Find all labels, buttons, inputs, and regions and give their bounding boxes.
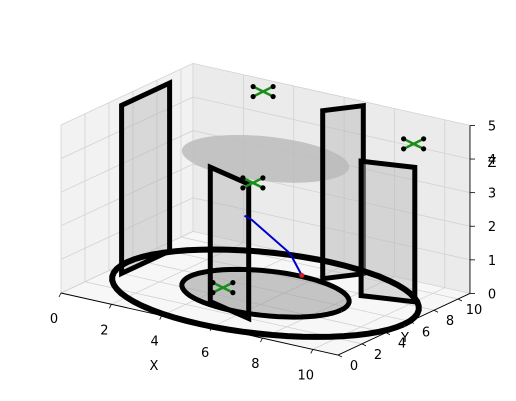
- drone-rotor: [401, 136, 407, 142]
- drone-4: [210, 280, 236, 296]
- x-tick-mark: [159, 315, 163, 320]
- drone-rotor: [210, 280, 216, 286]
- outer-ring: [109, 246, 422, 340]
- drone-rotor: [240, 185, 246, 191]
- y-tick-label: 2: [374, 348, 382, 363]
- y-tick-label: 6: [422, 325, 430, 340]
- y-tick-label: 0: [350, 359, 358, 374]
- wall-1: [119, 79, 173, 278]
- y-tick-mark: [457, 298, 463, 302]
- axis-lines: [60, 125, 471, 356]
- grid-line-z: [60, 197, 471, 261]
- x-tick-label: 4: [151, 335, 159, 350]
- y-tick-mark: [361, 343, 367, 347]
- drone-arm: [242, 176, 264, 189]
- y-tick-mark: [337, 354, 343, 358]
- drone-1: [250, 83, 276, 100]
- z-tick-label: 2: [488, 220, 496, 235]
- grid-line-z: [60, 130, 471, 193]
- flight-path: [244, 214, 303, 276]
- drone-rotor: [270, 83, 276, 90]
- x-tick-mark: [310, 349, 314, 354]
- z-tick-label: 5: [488, 119, 496, 134]
- pane-back-left: [61, 63, 193, 294]
- drone-rotor: [421, 146, 427, 152]
- drone-2: [401, 136, 427, 152]
- x-tick-label: 0: [50, 312, 58, 327]
- grid-line-z: [60, 62, 471, 126]
- x-tick-mark: [260, 337, 263, 343]
- drone-rotor: [421, 136, 427, 142]
- scene-objects: [109, 79, 427, 340]
- y-tick-mark: [409, 321, 415, 324]
- drone-rotor: [260, 185, 266, 191]
- grid-line-z: [60, 96, 471, 160]
- drone-rotor: [260, 175, 266, 181]
- z-tick-label: 0: [488, 287, 496, 302]
- x-tick-mark: [209, 326, 213, 332]
- x-tick-label: 10: [298, 368, 315, 383]
- y-tick-label: 4: [398, 337, 406, 352]
- x-tick-label: 2: [100, 323, 108, 338]
- x-tick-mark: [109, 304, 112, 309]
- drone-rotor: [230, 290, 236, 296]
- grid-line-z: [60, 163, 471, 227]
- drone-rotor: [401, 146, 407, 152]
- tick-labels: 0 2 4 6 8 10 0 2 4 6 8 10 0 1 2 3 4 5: [50, 119, 496, 383]
- z-tick-label: 3: [488, 187, 496, 202]
- path-end-marker: [299, 272, 305, 278]
- wall-3: [320, 102, 366, 282]
- drone-arm: [212, 281, 234, 294]
- drone-arm: [252, 85, 274, 98]
- y-axis-label: Y: [400, 331, 409, 346]
- y-tick-label: 10: [466, 303, 483, 318]
- drone-rotor: [240, 175, 246, 181]
- drone-rotor: [210, 290, 216, 296]
- z-tick-label: 1: [488, 254, 496, 269]
- drone-arm: [403, 137, 425, 150]
- drone-rotor: [250, 93, 256, 100]
- drone-rotor: [230, 280, 236, 286]
- drone-rotor: [250, 83, 256, 90]
- x-tick-label: 8: [251, 357, 259, 372]
- z-axis-label: Z: [488, 156, 497, 171]
- z-tick-label: 4: [488, 153, 496, 168]
- x-axis-line: [60, 292, 339, 356]
- x-tick-label: 6: [201, 346, 209, 361]
- y-tick-mark: [433, 309, 439, 313]
- inner-ring: [179, 266, 352, 320]
- y-tick-mark: [385, 332, 391, 335]
- drone-rotor: [270, 93, 276, 100]
- x-axis-label: X: [150, 359, 159, 374]
- y-axis-line: [337, 293, 471, 356]
- drone-3: [240, 175, 266, 191]
- wall-4: [358, 158, 418, 305]
- grid-line-z: [60, 230, 471, 294]
- x-tick-mark: [58, 292, 62, 298]
- y-tick-label: 8: [446, 314, 454, 329]
